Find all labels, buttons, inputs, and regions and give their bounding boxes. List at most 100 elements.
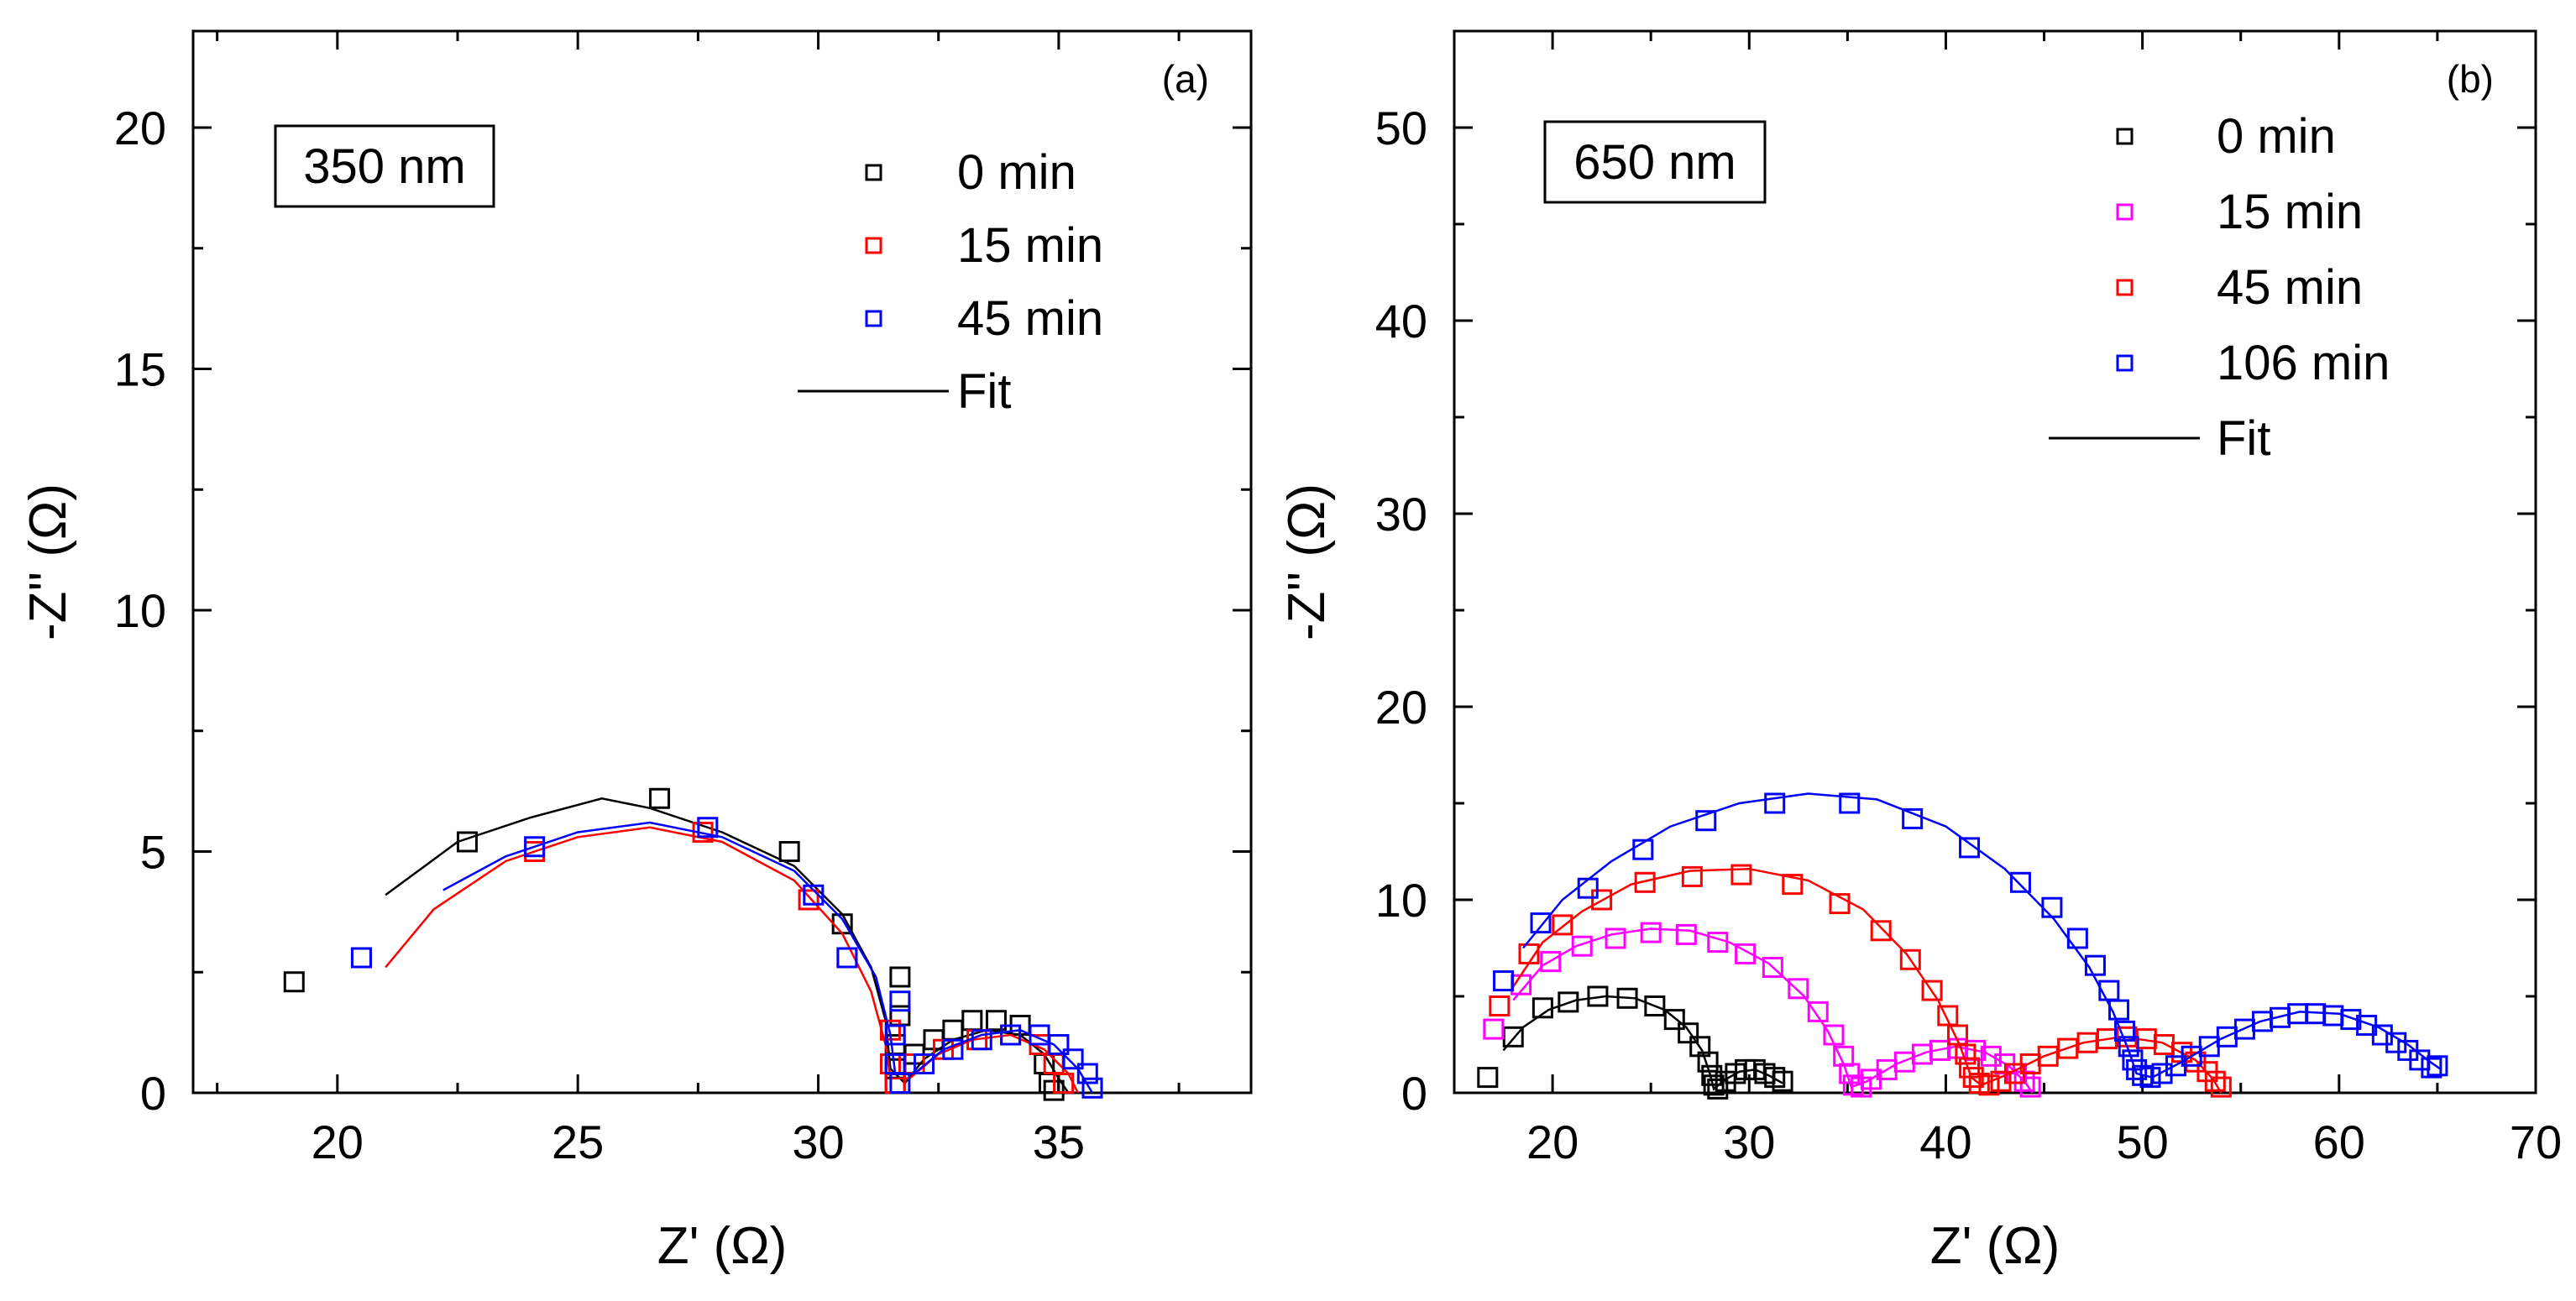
data-point: [1632, 839, 1654, 860]
series-45-min: [350, 817, 1103, 1099]
panel-a: 20 25 30 35 0 5 10 15 20 Z' (Ω) -Z'' (Ω) 350 nm (a) 0…: [19, 29, 1253, 1275]
data-point: [798, 889, 819, 911]
data-point: [889, 966, 911, 988]
data-point: [2204, 1070, 2226, 1092]
data-point: [1616, 987, 1638, 1009]
legend-label: 45 min: [957, 291, 1103, 346]
data-point: [803, 884, 825, 906]
data-point: [1483, 1018, 1505, 1040]
y-tick-label: 15: [114, 343, 166, 396]
data-point: [1531, 997, 1553, 1019]
series-15-min: [1483, 922, 2041, 1098]
sample-label-box: [274, 124, 495, 208]
panel-b: 20 30 40 50 60 70 0 10 20 30 40 50 Z' (Ω) -Z'' (Ω) 650…: [1278, 29, 2562, 1275]
data-point: [1839, 1063, 1861, 1084]
data-point: [2210, 1076, 2232, 1098]
data-point: [1605, 927, 1626, 949]
data-point: [2041, 896, 2063, 918]
data-point: [2139, 1067, 2161, 1089]
x-tick-label: 30: [1723, 1116, 1775, 1168]
legend-marker: [2116, 354, 2134, 372]
data-point: [1530, 912, 1552, 934]
data-point: [1921, 980, 1943, 1001]
data-point: [1062, 1048, 1084, 1070]
data-point: [884, 1024, 906, 1046]
data-point: [942, 1038, 964, 1060]
fit-line: [1522, 792, 2442, 1079]
data-point: [1681, 865, 1703, 887]
series-106-min: [1493, 792, 2448, 1089]
data-point: [1663, 1009, 1685, 1031]
plot-frame: [191, 29, 1253, 1095]
legend-marker: [865, 164, 882, 181]
legend-label: 0 min: [2217, 109, 2336, 164]
plot-frame: [1453, 29, 2537, 1095]
x-tick-label: 25: [552, 1116, 604, 1168]
data-point: [971, 1029, 992, 1051]
legend-marker: [865, 237, 882, 254]
data-point: [1703, 1074, 1725, 1096]
y-axis-label: -Z'' (Ω): [1278, 483, 1336, 640]
legend-marker: [865, 310, 882, 327]
data-point: [2421, 1057, 2442, 1079]
data-point: [1634, 871, 1656, 893]
data-point: [1839, 792, 1861, 814]
data-point: [1772, 1070, 1793, 1092]
x-tick-label: 50: [2116, 1116, 2168, 1168]
data-point: [1980, 1045, 2002, 1067]
data-point: [889, 1073, 911, 1094]
data-point: [1552, 914, 1573, 936]
panel-tag: (b): [2447, 57, 2494, 101]
data-point: [1540, 951, 1562, 973]
sample-label: 650 nm: [1573, 135, 1736, 190]
data-point: [2118, 1036, 2139, 1058]
legend-label: 0 min: [957, 145, 1076, 200]
fit-line: [1502, 995, 1783, 1091]
sample-label-box: [1543, 120, 1767, 204]
y-tick-label: 20: [114, 102, 166, 154]
data-point: [889, 990, 911, 1012]
legend-label: 15 min: [2217, 185, 2363, 239]
data-point: [1571, 935, 1593, 957]
data-point: [1493, 970, 1515, 992]
data-point: [1735, 943, 1757, 964]
data-point: [1489, 995, 1511, 1016]
data-point: [1640, 922, 1662, 943]
legend-fit-label: Fit: [2217, 411, 2270, 466]
legend-label: 45 min: [2217, 260, 2363, 315]
y-tick-label: 10: [1375, 874, 1427, 927]
data-point: [1762, 957, 1783, 978]
x-tick-label: 60: [2313, 1116, 2365, 1168]
data-point: [2151, 1063, 2173, 1084]
x-tick-label: 20: [312, 1116, 364, 1168]
data-point: [1990, 1070, 2012, 1092]
data-point: [283, 971, 305, 993]
legend-label: 106 min: [2217, 336, 2390, 390]
data-point: [1829, 893, 1851, 915]
x-tick-label: 30: [792, 1116, 844, 1168]
data-point: [1644, 995, 1666, 1016]
data-point: [524, 836, 546, 858]
series-0-min: [1477, 985, 1793, 1100]
y-tick-label: 10: [114, 584, 166, 637]
data-point: [1955, 1043, 1977, 1065]
data-point: [836, 947, 858, 969]
data-point: [1788, 978, 1809, 1000]
data-point: [1807, 1001, 1829, 1022]
data-point: [985, 1010, 1007, 1032]
panel-tag: (a): [1162, 57, 1209, 101]
legend-marker: [2116, 279, 2134, 296]
x-axis-label: Z' (Ω): [1930, 1217, 2060, 1275]
data-point: [697, 817, 719, 839]
x-tick-label: 20: [1526, 1116, 1579, 1168]
data-point: [1902, 807, 1924, 829]
data-point: [1518, 943, 1540, 964]
data-point: [2108, 999, 2130, 1021]
data-point: [2114, 1020, 2136, 1042]
data-point: [2340, 1009, 2362, 1031]
data-point: [1081, 1077, 1103, 1099]
x-tick-label: 35: [1033, 1116, 1085, 1168]
data-point: [1477, 1067, 1499, 1089]
data-point: [456, 831, 478, 853]
